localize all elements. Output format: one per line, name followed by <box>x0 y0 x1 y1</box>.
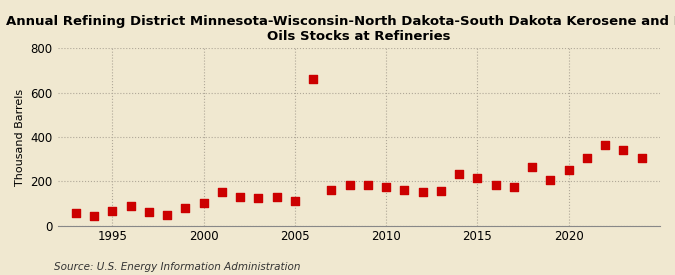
Y-axis label: Thousand Barrels: Thousand Barrels <box>15 89 25 186</box>
Point <box>126 204 136 208</box>
Point <box>235 195 246 199</box>
Point <box>618 148 629 152</box>
Point <box>326 188 337 192</box>
Title: Annual Refining District Minnesota-Wisconsin-North Dakota-South Dakota Kerosene : Annual Refining District Minnesota-Wisco… <box>6 15 675 43</box>
Point <box>89 213 100 218</box>
Point <box>217 190 227 195</box>
Point <box>637 156 647 160</box>
Point <box>472 176 483 180</box>
Point <box>399 188 410 192</box>
Point <box>545 178 556 182</box>
Point <box>564 168 574 172</box>
Point <box>70 211 81 216</box>
Point <box>344 182 355 187</box>
Point <box>290 199 300 204</box>
Point <box>198 201 209 206</box>
Point <box>162 213 173 217</box>
Point <box>582 156 593 160</box>
Point <box>417 190 428 195</box>
Point <box>362 182 373 187</box>
Point <box>381 185 392 189</box>
Point <box>107 209 118 213</box>
Point <box>508 185 519 189</box>
Point <box>600 142 611 147</box>
Point <box>253 196 264 200</box>
Point <box>308 77 319 82</box>
Point <box>180 206 191 211</box>
Point <box>144 210 155 214</box>
Point <box>490 182 501 187</box>
Point <box>526 165 537 169</box>
Text: Source: U.S. Energy Information Administration: Source: U.S. Energy Information Administ… <box>54 262 300 272</box>
Point <box>454 171 464 176</box>
Point <box>435 189 446 194</box>
Point <box>271 195 282 199</box>
